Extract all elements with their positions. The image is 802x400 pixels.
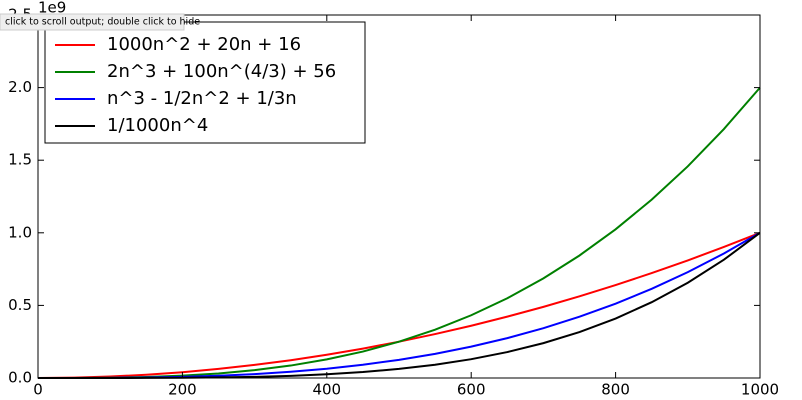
plot-frame: [37, 14, 761, 379]
y-tick-label: 1.0: [8, 223, 32, 241]
legend-label: 2n^3 + 100n^(4/3) + 56: [107, 61, 336, 82]
legend-label: 1000n^2 + 20n + 16: [107, 34, 301, 55]
x-tick-label: 0: [33, 381, 43, 399]
x-tick-label: 800: [601, 381, 630, 399]
x-tick-label: 600: [457, 381, 486, 399]
x-tick-label: 200: [168, 381, 197, 399]
legend-label: n^3 - 1/2n^2 + 1/3n: [107, 88, 297, 109]
x-tick-label: 400: [312, 381, 341, 399]
y-tick-label: 0.5: [8, 296, 32, 314]
y-tick-label: 2.0: [8, 78, 32, 96]
legend-label: 1/1000n^4: [107, 115, 208, 136]
y-tick-label: 1.5: [8, 151, 32, 169]
tooltip: click to scroll output; double click to …: [5, 17, 200, 28]
y-tick-label: 0.0: [8, 369, 32, 387]
y-offset-label: 1e9: [38, 0, 66, 17]
tooltip-box: [0, 13, 185, 31]
legend: 1000n^2 + 20n + 16 2n^3 + 100n^(4/3) + 56…: [44, 21, 366, 144]
legend-box: [44, 21, 366, 144]
x-tick-label: 1000: [741, 381, 779, 399]
